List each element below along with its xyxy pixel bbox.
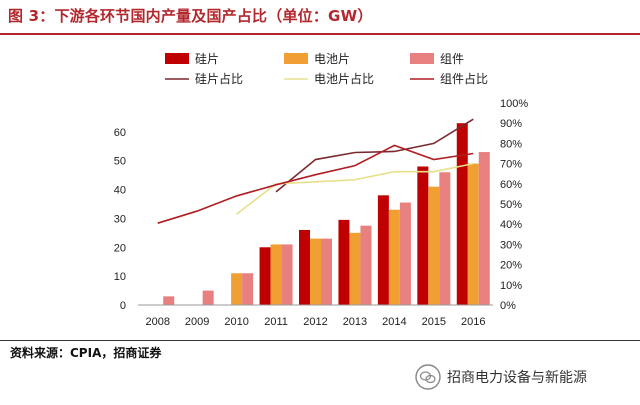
bar	[202, 290, 214, 305]
legend-label: 硅片	[195, 52, 219, 66]
watermark: 招商电力设备与新能源	[415, 364, 587, 390]
bar	[388, 209, 400, 305]
legend-label: 电池片占比	[314, 71, 374, 86]
y2-tick-label: 90%	[500, 118, 522, 130]
figure-title: 图 3：下游各环节国内产量及国产占比（单位：GW）	[8, 7, 373, 25]
x-tick-label: 2015	[422, 316, 446, 328]
bar	[321, 238, 332, 305]
series-line	[236, 162, 474, 215]
y2-tick-label: 80%	[500, 138, 522, 150]
y2-tick-label: 10%	[500, 280, 522, 292]
legend-swatch	[165, 53, 189, 64]
x-tick-label: 2011	[264, 316, 288, 328]
bar	[270, 244, 282, 305]
bar	[439, 172, 451, 305]
bar	[478, 152, 490, 305]
bar	[163, 296, 175, 305]
x-tick-label: 2016	[461, 316, 485, 328]
watermark-text: 招商电力设备与新能源	[447, 370, 587, 386]
legend-label: 组件	[440, 52, 464, 66]
y-tick-label: 10	[114, 271, 126, 283]
y2-tick-label: 40%	[500, 219, 522, 231]
bar	[377, 195, 389, 305]
legend-label: 电池片	[314, 52, 350, 66]
bar	[399, 202, 411, 305]
y2-tick-label: 50%	[500, 199, 522, 211]
legend-label: 硅片占比	[195, 71, 243, 86]
wechat-icon	[415, 364, 441, 390]
bar	[428, 186, 440, 305]
y-tick-label: 20	[114, 242, 126, 254]
lines	[157, 118, 474, 224]
legend-label: 组件占比	[440, 71, 488, 86]
bar	[299, 229, 310, 305]
series-line	[157, 144, 474, 224]
y2-tick-label: 30%	[500, 239, 522, 251]
footer-rule	[0, 340, 640, 341]
y-tick-label: 0	[120, 300, 126, 312]
x-tick-label: 2014	[382, 316, 406, 328]
bar	[338, 219, 350, 305]
y2-tick-label: 0%	[500, 300, 516, 312]
x-tick-label: 2009	[185, 316, 209, 328]
bar	[417, 166, 429, 305]
y2-tick-label: 70%	[500, 159, 522, 171]
y-tick-label: 50	[114, 156, 126, 168]
y2-tick-label: 20%	[500, 260, 522, 272]
bar	[456, 123, 468, 305]
source-note: 资料来源：CPIA，招商证券	[10, 346, 162, 360]
y2-tick-label: 60%	[500, 179, 522, 191]
x-tick-label: 2010	[224, 316, 248, 328]
y-tick-label: 60	[114, 127, 126, 139]
legend-swatch	[284, 53, 308, 64]
axes: 0 10 20 30 40 50 60 0% 10% 20% 30% 40% 50% 60% 70% 80% 9…	[114, 98, 529, 328]
bar	[360, 225, 372, 305]
bar	[231, 273, 243, 305]
bars	[163, 123, 490, 305]
x-tick-label: 2012	[303, 316, 327, 328]
x-tick-label: 2008	[145, 316, 169, 328]
x-tick-label: 2013	[343, 316, 367, 328]
series-line	[275, 118, 474, 193]
bar	[349, 232, 361, 305]
y2-tick-label: 100%	[500, 98, 528, 110]
y-tick-label: 40	[114, 185, 126, 197]
y-tick-label: 30	[114, 213, 126, 225]
bar	[467, 163, 479, 305]
bar	[242, 273, 254, 305]
title-rule	[0, 33, 640, 35]
bar	[259, 247, 271, 305]
legend-swatch	[410, 53, 434, 64]
bar	[281, 244, 293, 305]
bar	[310, 238, 321, 305]
